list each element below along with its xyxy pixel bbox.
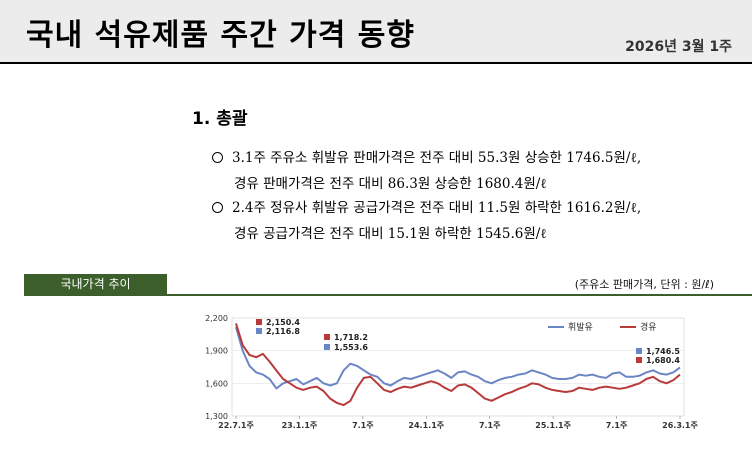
plot-area <box>231 317 685 417</box>
annotation-label: 1,553.6 <box>334 343 368 352</box>
bullet-item: 2.4주 정유사 휘발유 공급가격은 전주 대비 11.5원 하락한 1616.… <box>212 195 641 221</box>
x-tick-label: 25.1.1주 <box>535 421 571 430</box>
chart-section-divider <box>24 294 752 296</box>
annotation-label: 1,746.5 <box>646 347 680 356</box>
circle-bullet-icon <box>212 202 223 213</box>
series-line-gasoline <box>235 326 681 390</box>
section-title: 1. 총괄 <box>192 109 248 129</box>
x-tick-label: 7.1주 <box>352 421 374 430</box>
annotation-marker-gasoline <box>324 344 330 350</box>
y-tick-label: 1,600 <box>205 379 228 388</box>
annotation-marker-gasoline <box>636 348 642 354</box>
y-tick-label: 1,300 <box>205 412 228 421</box>
annotation-marker-diesel <box>324 334 330 340</box>
y-tick-label: 1,900 <box>205 347 228 356</box>
x-tick-label: 7.1주 <box>479 421 501 430</box>
bullet-item: 3.1주 주유소 휘발유 판매가격은 전주 대비 55.3원 상승한 1746.… <box>212 145 641 171</box>
x-tick-label: 7.1주 <box>606 421 628 430</box>
bullet-continuation: 경유 판매가격은 전주 대비 86.3원 상승한 1680.4원/ℓ <box>234 176 547 192</box>
bullet-text: 3.1주 주유소 휘발유 판매가격은 전주 대비 55.3원 상승한 1746.… <box>232 150 642 166</box>
annotation-label: 2,116.8 <box>266 327 300 336</box>
unit-note: (주유소 판매가격, 단위 : 원/ℓ) <box>574 278 714 291</box>
legend-label: 경유 <box>640 321 657 333</box>
bullet-text: 2.4주 정유사 휘발유 공급가격은 전주 대비 11.5원 하락한 1616.… <box>232 200 642 216</box>
header-divider <box>0 62 752 64</box>
x-tick-label: 24.1.1주 <box>408 421 444 430</box>
document-date: 2026년 3월 1주 <box>625 39 732 55</box>
series-line-diesel <box>235 323 681 407</box>
annotation-marker-diesel <box>636 357 642 363</box>
price-trend-chart: 2,200 1,900 1,600 1,300 22.7.1주 23.1.1주 7.1주 24… <box>196 312 700 432</box>
bullet-continuation: 경유 공급가격은 전주 대비 15.1원 하락한 1545.6원/ℓ <box>234 226 547 242</box>
circle-bullet-icon <box>212 152 223 163</box>
legend-label: 휘발유 <box>568 322 593 333</box>
header-band <box>0 0 752 62</box>
annotation-label: 1,680.4 <box>646 356 680 365</box>
x-tick-label: 22.7.1주 <box>218 421 254 430</box>
annotation-label: 2,150.4 <box>266 318 300 327</box>
chart-section-label: 국내가격 추이 <box>24 274 167 294</box>
document-title: 국내 석유제품 주간 가격 동향 <box>26 18 415 53</box>
annotation-marker-diesel <box>256 319 262 325</box>
x-tick-label: 26.3.1주 <box>662 421 698 430</box>
y-tick-label: 2,200 <box>205 314 228 323</box>
annotation-label: 1,718.2 <box>334 333 368 342</box>
annotation-marker-gasoline <box>256 328 262 334</box>
x-tick-label: 23.1.1주 <box>282 421 318 430</box>
